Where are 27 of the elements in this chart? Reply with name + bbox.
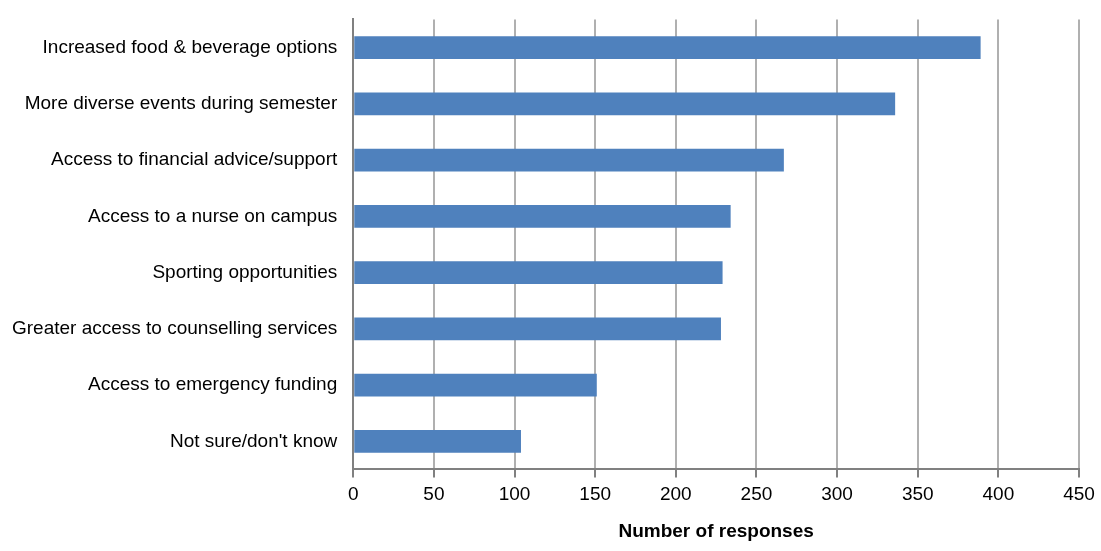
y-tick-label: Access to emergency funding: [88, 373, 338, 395]
x-tick-label: 0: [347, 483, 359, 505]
bar: [354, 317, 721, 341]
x-axis-title: Number of responses: [618, 519, 814, 541]
y-tick-label: Access to financial advice/support: [51, 148, 338, 170]
bar: [354, 204, 731, 228]
x-tick-label: 450: [1063, 483, 1095, 505]
x-tick-label: 150: [579, 483, 612, 505]
bar: [354, 429, 521, 453]
x-tick-label: 100: [498, 483, 531, 505]
y-tick-label: Greater access to counselling services: [11, 317, 338, 339]
x-tick-label: 200: [659, 483, 692, 505]
y-tick-label: Not sure/don't know: [169, 429, 338, 451]
bar: [354, 148, 784, 172]
x-tick-label: 350: [901, 483, 934, 505]
y-tick-label: Increased food & beverage options: [42, 35, 338, 57]
bar: [354, 92, 896, 116]
y-tick-label: More diverse events during semester: [24, 92, 338, 114]
y-tick-label: Access to a nurse on campus: [88, 204, 338, 226]
bar: [354, 36, 981, 59]
x-tick-label: 300: [821, 483, 853, 505]
x-tick-label: 50: [423, 483, 445, 505]
x-tick-label: 250: [740, 483, 773, 505]
bar: [354, 373, 597, 397]
y-tick-label: Sporting opportunities: [152, 260, 338, 282]
x-tick-label: 400: [982, 483, 1015, 505]
bar: [354, 261, 723, 284]
